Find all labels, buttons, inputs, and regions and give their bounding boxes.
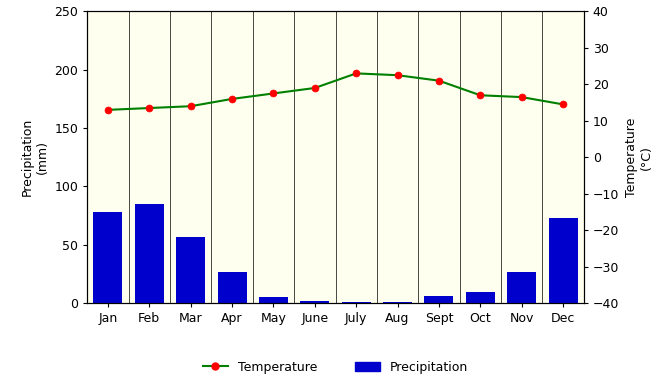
Y-axis label: Temperature
(°C): Temperature (°C) xyxy=(625,117,653,197)
Bar xyxy=(93,212,122,303)
Bar xyxy=(301,301,329,303)
Legend: Temperature, Precipitation: Temperature, Precipitation xyxy=(198,356,473,379)
Bar xyxy=(383,302,412,303)
Bar xyxy=(176,236,205,303)
Bar xyxy=(466,291,495,303)
Bar xyxy=(217,272,246,303)
Bar xyxy=(259,298,288,303)
Bar xyxy=(425,296,454,303)
Y-axis label: Precipitation
(mm): Precipitation (mm) xyxy=(21,118,49,196)
Bar xyxy=(135,204,164,303)
Bar xyxy=(342,302,370,303)
Bar xyxy=(507,272,536,303)
Bar xyxy=(549,218,578,303)
